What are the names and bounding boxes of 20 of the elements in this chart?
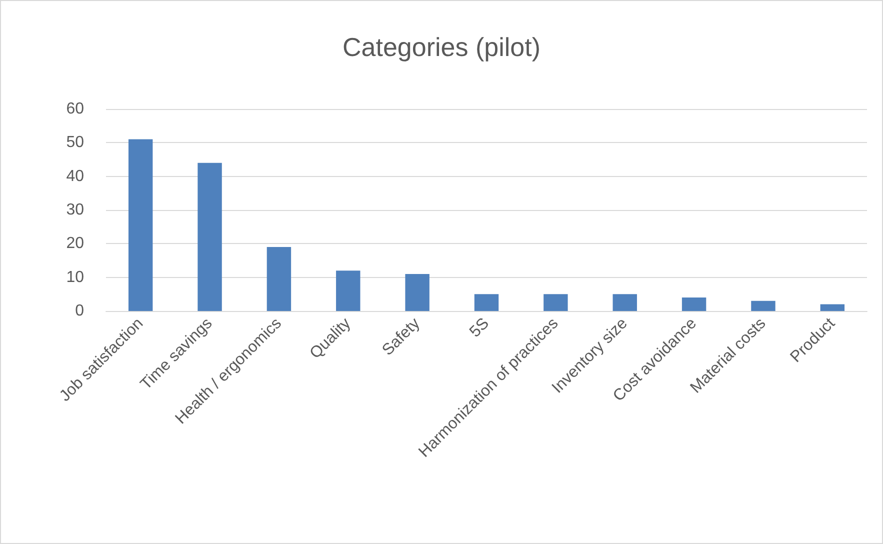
y-tick-label: 20 [66,235,84,252]
bar [474,294,499,311]
bar [751,300,776,311]
y-tick-label: 50 [66,134,84,152]
chart-title: Categories (pilot) [342,32,540,62]
y-tick-label: 10 [66,268,84,286]
bar [405,274,430,311]
bar [336,270,360,311]
y-tick-label: 60 [66,100,84,118]
y-tick-label: 40 [66,168,84,185]
bar [820,304,845,311]
bar [544,294,568,311]
bar [128,139,153,311]
bar [612,294,637,311]
bar [198,162,222,311]
y-tick-label: 0 [75,302,84,320]
bar [682,298,706,311]
x-tick-label: 5S [466,314,493,341]
bar [266,247,292,311]
y-tick-label: 30 [66,202,84,218]
